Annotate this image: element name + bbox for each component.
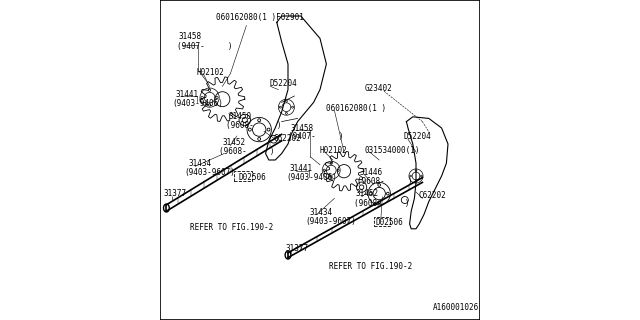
Text: 31441: 31441 (290, 164, 313, 173)
Text: 060162080(1 )F02901: 060162080(1 )F02901 (216, 13, 304, 22)
Text: 31450: 31450 (229, 112, 252, 121)
Text: REFER TO FIG.190-2: REFER TO FIG.190-2 (191, 223, 274, 232)
Text: (9403-9406): (9403-9406) (173, 99, 223, 108)
Text: D52204: D52204 (404, 132, 431, 141)
Text: D02506: D02506 (375, 218, 403, 227)
Text: 31446: 31446 (359, 168, 382, 177)
Text: (9608-     ): (9608- ) (354, 199, 410, 208)
Text: (9608-     ): (9608- ) (219, 147, 274, 156)
Text: 031534000(1): 031534000(1) (364, 146, 420, 155)
Text: 31452: 31452 (356, 189, 379, 198)
Text: 31458: 31458 (291, 124, 314, 132)
Text: 31441: 31441 (175, 90, 198, 99)
Text: C62202: C62202 (274, 134, 301, 143)
Text: 060162080(1 ): 060162080(1 ) (326, 104, 386, 113)
Text: (9403-9406): (9403-9406) (287, 173, 337, 182)
Text: (9608-     ): (9608- ) (357, 177, 413, 186)
Bar (234, 171, 252, 181)
Text: H02102: H02102 (197, 68, 225, 76)
Text: 31434: 31434 (310, 208, 333, 217)
Text: 31377: 31377 (164, 189, 187, 198)
Text: D02506: D02506 (239, 173, 266, 182)
Text: (9403-9607): (9403-9607) (306, 217, 356, 226)
Text: (9403-9607): (9403-9607) (184, 168, 235, 177)
Text: C62202: C62202 (419, 191, 446, 200)
Text: 31458: 31458 (179, 32, 202, 41)
Text: A160001026: A160001026 (433, 303, 479, 312)
Text: (9407-     ): (9407- ) (288, 132, 344, 141)
Bar (374, 217, 390, 226)
Text: 31452: 31452 (223, 138, 246, 147)
Text: H02102: H02102 (320, 146, 348, 155)
Text: 31434: 31434 (189, 159, 212, 168)
Text: D52204: D52204 (269, 79, 297, 88)
Text: (9608-     ): (9608- ) (226, 121, 281, 130)
Text: 31377: 31377 (285, 244, 308, 253)
Text: G23402: G23402 (364, 84, 392, 92)
Text: REFER TO FIG.190-2: REFER TO FIG.190-2 (329, 262, 412, 271)
Text: (9407-     ): (9407- ) (177, 42, 232, 51)
